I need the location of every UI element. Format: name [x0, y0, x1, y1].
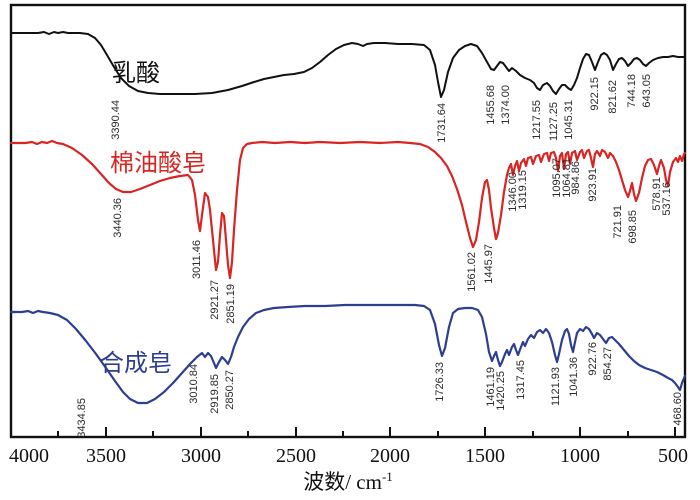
peak-label: 578.91	[651, 177, 663, 211]
peak-label: 468.60	[672, 392, 684, 426]
peak-label: 1561.02	[466, 252, 478, 292]
peak-label: 1041.36	[568, 357, 580, 397]
x-tick-label: 500	[658, 445, 688, 467]
peak-label: 1045.31	[563, 100, 575, 140]
x-axis-title: 波数/ cm-1	[303, 469, 393, 494]
peak-label: 1731.64	[436, 103, 448, 143]
spectrum-curve-lactic-acid	[10, 31, 686, 98]
peak-label: 922.15	[589, 77, 601, 111]
peak-label: 1445.97	[483, 244, 495, 284]
peak-label: 1726.33	[434, 362, 446, 402]
peak-label: 3434.85	[76, 398, 88, 438]
x-tick-label: 4000	[9, 445, 49, 467]
x-axis-tick-labels: 4000 3500 3000 2500 2000 1500 1000 500	[9, 445, 688, 467]
series-label-cottonseed-soap: 棉油酸皂	[110, 150, 206, 177]
peak-label: 1455.68	[485, 85, 497, 125]
series-label-lactic-acid: 乳酸	[112, 60, 160, 87]
peak-label: 1319.15	[517, 170, 529, 210]
x-tick-label: 1000	[560, 445, 600, 467]
peak-labels-synthetic-soap: 3434.85 3010.84 2919.85 2850.27 1726.33 …	[76, 342, 684, 438]
plot-border	[9, 3, 687, 439]
peak-label: 821.62	[607, 80, 619, 114]
series-label-synthetic-soap: 合成皂	[100, 350, 172, 377]
peak-label: 1127.25	[548, 102, 560, 141]
peak-label: 3010.84	[188, 364, 200, 404]
peak-label: 3390.44	[110, 100, 122, 140]
peak-label: 1064.81	[561, 158, 573, 198]
peak-label: 854.27	[602, 347, 614, 381]
peak-label: 2851.19	[225, 284, 237, 324]
x-tick-label: 1500	[465, 445, 505, 467]
x-tick-label: 2000	[370, 445, 410, 467]
peak-label: 1346.00	[507, 172, 519, 212]
peak-label: 3011.46	[191, 240, 203, 279]
peak-label: 3440.36	[112, 198, 124, 238]
peak-labels-cottonseed-soap: 3440.36 3011.46 2921.27 2851.19 1561.02 …	[112, 158, 673, 324]
peak-label: 721.91	[612, 205, 624, 239]
peak-labels-lactic-acid: 3390.44 1731.64 1455.68 1374.00 1217.55 …	[110, 74, 653, 143]
peak-label: 643.05	[641, 74, 653, 108]
spectrum-curve-synthetic-soap	[9, 303, 687, 405]
peak-label: 1121.93	[550, 367, 562, 406]
peak-label: 1461.19	[485, 367, 497, 407]
peak-label: 923.91	[587, 168, 599, 202]
peak-label: 2919.85	[209, 374, 221, 414]
peak-label: 922.76	[587, 342, 599, 376]
peak-label: 1317.45	[515, 360, 527, 400]
peak-label: 698.85	[627, 210, 639, 244]
peak-label: 1217.55	[531, 100, 543, 140]
peak-label: 744.18	[626, 74, 638, 108]
x-axis-ticks	[57, 427, 676, 437]
x-tick-label: 3500	[86, 445, 126, 467]
x-tick-label: 3000	[181, 445, 221, 467]
peak-label: 537.16	[661, 182, 673, 216]
peak-label: 1095.07	[551, 158, 563, 198]
peak-label: 984.86	[570, 161, 582, 195]
x-tick-label: 2500	[276, 445, 316, 467]
peak-label: 2921.27	[209, 280, 221, 320]
peak-label: 2850.27	[224, 370, 236, 410]
spectrum-curve-cottonseed-soap	[9, 139, 687, 280]
peak-label: 1374.00	[500, 85, 512, 125]
peak-label: 1420.25	[495, 371, 507, 411]
